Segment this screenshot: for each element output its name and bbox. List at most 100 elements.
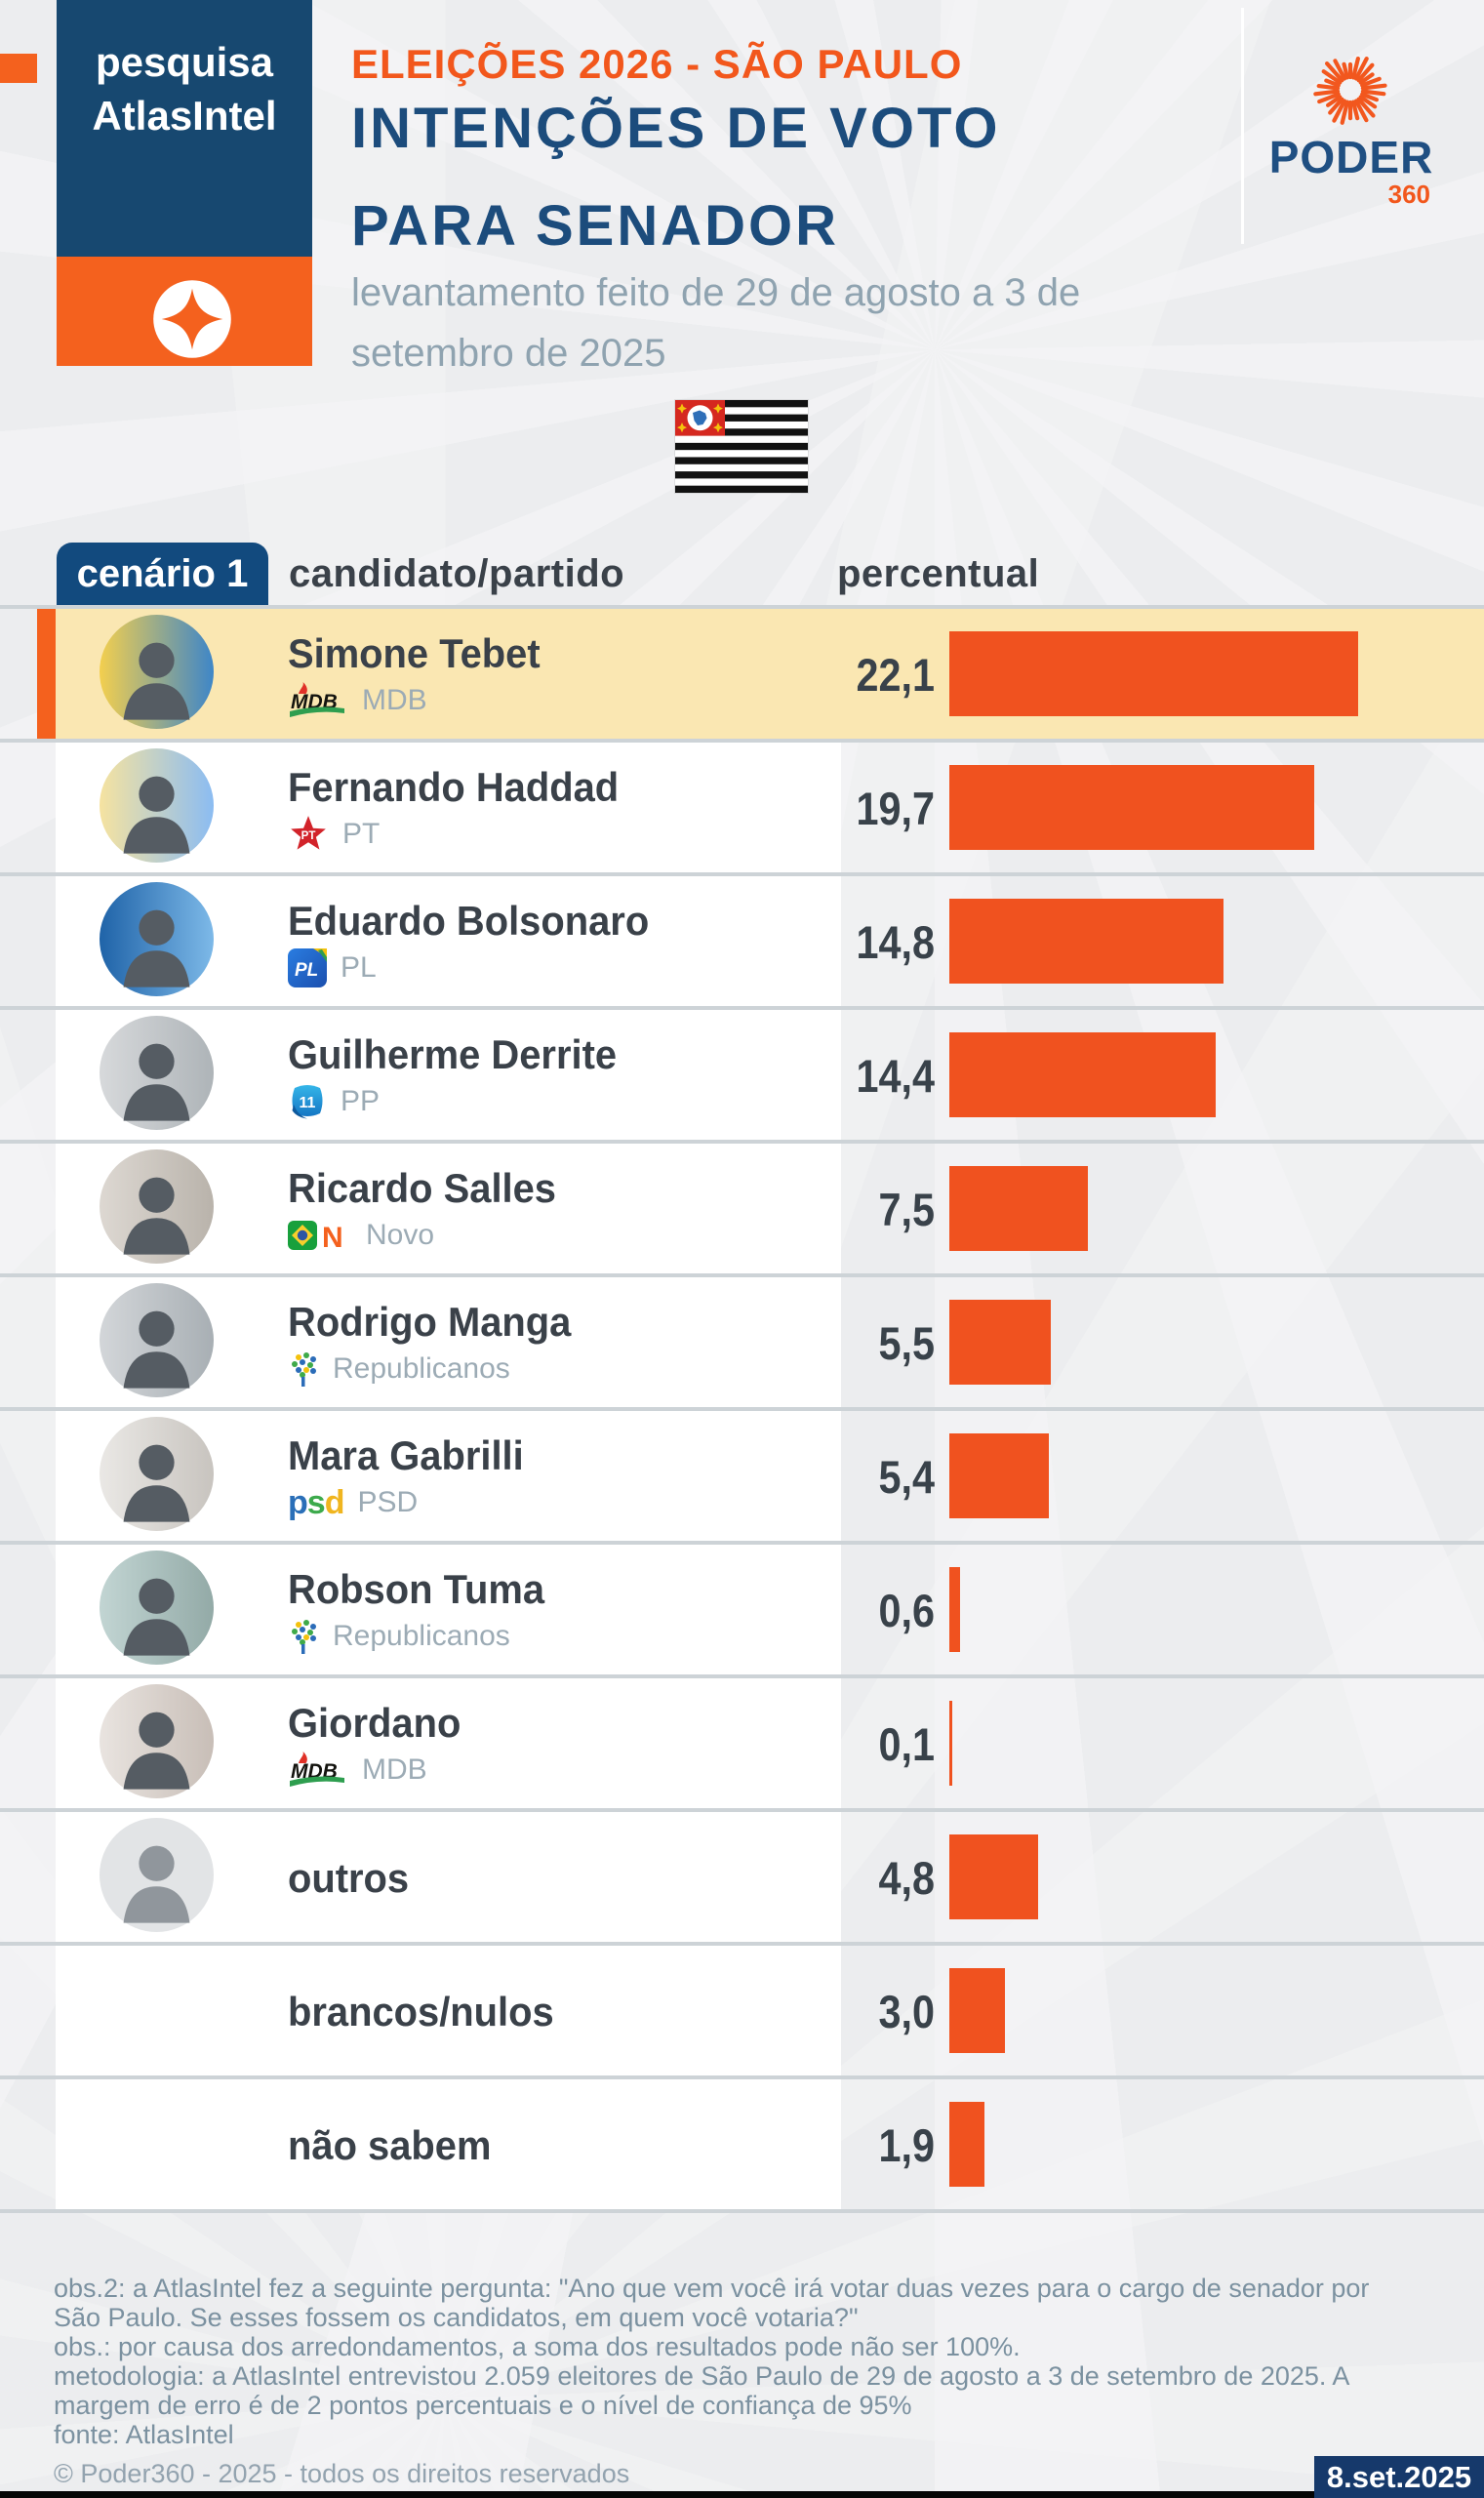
- candidate-name: outros: [288, 1855, 410, 1901]
- atlasintel-badge-text: pesquisa AtlasIntel: [57, 35, 312, 142]
- percent-value: 14,4: [856, 1050, 935, 1102]
- candidate-name: Guilherme Derrite: [288, 1031, 618, 1077]
- sun-shutter-icon: [1311, 49, 1389, 131]
- row-divider: [0, 1140, 1484, 1144]
- footnote-line: fonte: AtlasIntel: [54, 2420, 234, 2449]
- row-divider: [0, 2075, 1484, 2079]
- candidate-party: MDB MDB: [288, 679, 427, 722]
- percent-bar: [949, 765, 1314, 850]
- party-label: PT: [342, 818, 381, 850]
- candidate-party: MDB MDB: [288, 1749, 427, 1792]
- candidate-avatar: [100, 1818, 214, 1932]
- footnote-line: obs.2: a AtlasIntel fez a seguinte pergu…: [54, 2274, 1370, 2303]
- footnote-line: metodologia: a AtlasIntel entrevistou 2.…: [54, 2361, 1350, 2391]
- percent-bar: [949, 899, 1223, 984]
- party-logo-republicanos-icon: [288, 1350, 319, 1389]
- table-row: Eduardo Bolsonaro PL PL 14,8: [0, 876, 1484, 1006]
- footnote-line: São Paulo. Se esses fossem os candidatos…: [54, 2303, 859, 2332]
- candidate-avatar: [100, 1149, 214, 1264]
- party-label: Republicanos: [333, 1352, 510, 1385]
- candidate-avatar: [100, 1551, 214, 1665]
- party-logo-pp-icon: 11: [288, 1082, 327, 1121]
- table-row: Giordano MDB MDB 0,1: [0, 1678, 1484, 1808]
- candidate-party: PL PL: [288, 947, 377, 989]
- row-divider: [0, 1407, 1484, 1411]
- candidate-party: PT PT: [288, 813, 380, 856]
- party-label: PL: [341, 951, 377, 984]
- candidate-avatar: [100, 748, 214, 863]
- svg-text:PL: PL: [295, 960, 318, 981]
- percent-bar: [949, 1701, 952, 1786]
- row-divider: [0, 2209, 1484, 2213]
- row-divider: [0, 1808, 1484, 1812]
- percent-bar: [949, 1834, 1038, 1919]
- percent-bar: [949, 1433, 1049, 1518]
- party-label: PP: [341, 1085, 381, 1117]
- atlasintel-badge: [57, 0, 312, 257]
- candidate-avatar: [100, 882, 214, 996]
- row-divider: [0, 1942, 1484, 1946]
- percent-value: 7,5: [878, 1184, 935, 1235]
- column-header-candidate: candidato/partido: [289, 552, 625, 595]
- candidate-cell: [56, 2079, 841, 2209]
- candidate-name: brancos/nulos: [288, 1989, 554, 2035]
- percent-value: 4,8: [878, 1852, 935, 1904]
- percent-value: 0,1: [878, 1718, 935, 1770]
- candidate-cell: [56, 1946, 841, 2075]
- percent-bar: [949, 1032, 1216, 1117]
- column-header-percent: percentual: [837, 552, 1040, 595]
- date-badge: 8.set.2025: [1314, 2456, 1484, 2498]
- table-row: não sabem 1,9: [0, 2079, 1484, 2209]
- candidate-party: 11 PP: [288, 1080, 380, 1123]
- party-logo-novo-icon: N: [288, 1218, 352, 1253]
- table-row: Mara Gabrilli psd PSD 5,4: [0, 1411, 1484, 1541]
- party-logo-psd-icon: psd: [288, 1483, 344, 1521]
- footnote-line: margem de erro é de 2 pontos percentuais…: [54, 2391, 912, 2420]
- orange-accent-square: [0, 54, 37, 83]
- percent-value: 5,5: [878, 1317, 935, 1369]
- candidate-avatar: [100, 1016, 214, 1130]
- candidate-name: Giordano: [288, 1700, 461, 1746]
- copyright: © Poder360 - 2025 - todos os direitos re…: [54, 2459, 630, 2488]
- percent-value: 0,6: [878, 1585, 935, 1636]
- candidate-party: Republicanos: [288, 1615, 510, 1658]
- party-logo-mdb-icon: MDB: [288, 682, 348, 719]
- subtitle-line1: levantamento feito de 29 de agosto a 3 d…: [351, 271, 1081, 314]
- row-divider: [0, 872, 1484, 876]
- percent-bar: [949, 631, 1358, 716]
- party-logo-pl-icon: PL: [288, 948, 327, 987]
- party-label: Republicanos: [333, 1620, 510, 1652]
- table-row: Rodrigo Manga Republicanos 5,5: [0, 1277, 1484, 1407]
- candidate-avatar: [100, 1684, 214, 1798]
- row-divider: [0, 605, 1484, 609]
- percent-value: 14,8: [856, 916, 935, 968]
- party-label: MDB: [362, 1753, 427, 1786]
- table-row: Ricardo Salles N Novo 7,5: [0, 1144, 1484, 1273]
- percent-value: 3,0: [878, 1986, 935, 2037]
- party-label: PSD: [357, 1486, 419, 1518]
- svg-text:N: N: [322, 1222, 343, 1253]
- footnotes: obs.2: a AtlasIntel fez a seguinte pergu…: [54, 2274, 1484, 2449]
- table-row: brancos/nulos 3,0: [0, 1946, 1484, 2075]
- table-row: Guilherme Derrite 11 PP 14,4: [0, 1010, 1484, 1140]
- svg-text:PT: PT: [301, 830, 316, 842]
- percent-bar: [949, 1300, 1051, 1385]
- candidate-avatar: [100, 615, 214, 729]
- candidate-name: Rodrigo Manga: [288, 1299, 572, 1345]
- kicker: ELEIÇÕES 2026 - SÃO PAULO: [351, 41, 963, 87]
- percent-bar: [949, 2102, 984, 2187]
- candidate-name: Robson Tuma: [288, 1566, 545, 1612]
- candidate-avatar: [100, 1417, 214, 1531]
- party-logo-mdb-icon: MDB: [288, 1752, 348, 1789]
- subtitle-line2: setembro de 2025: [351, 332, 666, 375]
- percent-value: 22,1: [856, 649, 935, 701]
- scenario-tab: cenário 1: [57, 543, 268, 605]
- badge-line2: AtlasIntel: [92, 93, 277, 139]
- highlight-accent: [37, 609, 56, 739]
- results-table: Simone Tebet MDB MDB 22,1 Fernando Hadda…: [0, 609, 1484, 2213]
- table-row: Simone Tebet MDB MDB 22,1: [0, 609, 1484, 739]
- percent-bar: [949, 1166, 1088, 1251]
- table-row: outros 4,8: [0, 1812, 1484, 1942]
- table-row: Robson Tuma Republicanos 0,6: [0, 1545, 1484, 1674]
- row-divider: [0, 1541, 1484, 1545]
